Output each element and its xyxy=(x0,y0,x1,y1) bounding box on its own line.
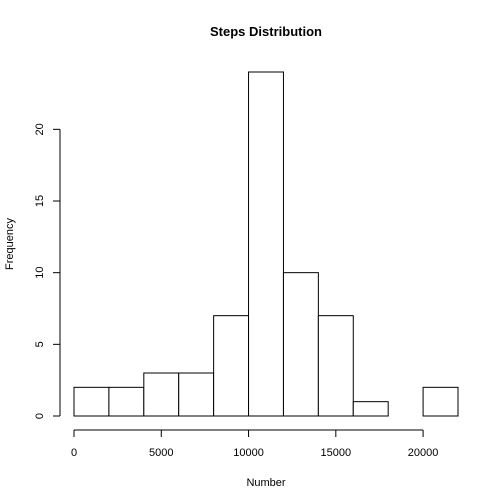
x-tick-label-2: 10000 xyxy=(233,447,264,459)
bar-3 xyxy=(178,372,215,417)
y-tick-label-1: 5 xyxy=(34,341,46,347)
x-tick-label-4: 20000 xyxy=(408,447,439,459)
bar-10 xyxy=(422,386,459,417)
y-tick-label-0: 0 xyxy=(34,413,46,419)
y-tick-label-3: 15 xyxy=(34,195,46,207)
x-axis-label: Number xyxy=(246,477,285,489)
bar-6 xyxy=(282,272,319,417)
x-axis: 0 5000 10000 15000 20000 xyxy=(71,429,439,459)
bar-2 xyxy=(143,372,180,417)
bar-0 xyxy=(73,386,110,417)
bars-group xyxy=(73,71,459,417)
bar-1 xyxy=(108,386,145,417)
bar-8 xyxy=(352,401,389,417)
x-tick-label-0: 0 xyxy=(71,447,77,459)
bar-7 xyxy=(317,315,354,417)
x-tick-label-1: 5000 xyxy=(149,447,173,459)
y-tick-label-4: 20 xyxy=(34,123,46,135)
y-tick-label-2: 10 xyxy=(34,267,46,279)
chart-title: Steps Distribution xyxy=(210,24,322,39)
bar-4 xyxy=(213,315,250,417)
y-axis-label: Frequency xyxy=(4,218,16,270)
x-tick-label-3: 15000 xyxy=(321,447,352,459)
y-axis: 0 5 10 15 20 xyxy=(34,123,61,419)
bar-5 xyxy=(248,71,284,417)
